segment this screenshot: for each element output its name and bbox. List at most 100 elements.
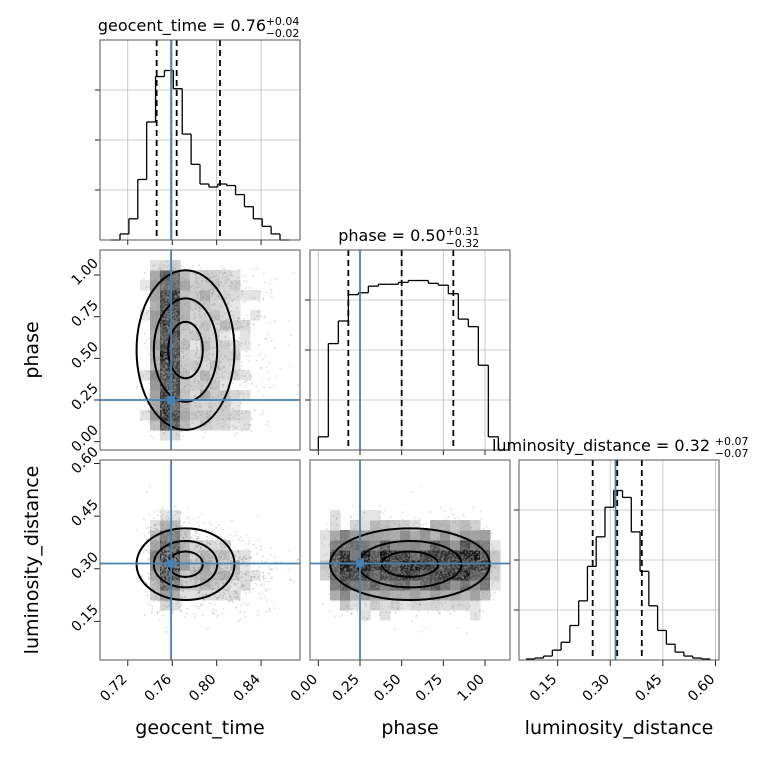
sample-point [168, 535, 170, 538]
sample-point [198, 549, 201, 552]
sample-point [165, 355, 168, 358]
sample-point [182, 537, 185, 539]
sample-point [173, 557, 176, 560]
sample-point [175, 519, 177, 522]
sample-point [166, 553, 169, 556]
sample-point [172, 416, 175, 419]
sample-point [157, 296, 160, 299]
sample-point [176, 337, 178, 340]
sample-point [145, 313, 148, 316]
sample-point [161, 584, 164, 586]
sample-point [159, 567, 162, 570]
sample-point [185, 560, 188, 563]
sample-point [156, 543, 159, 546]
sample-point [215, 371, 218, 373]
sample-point [174, 376, 177, 379]
sample-point [176, 318, 179, 321]
sample-point [175, 555, 177, 558]
sample-point [164, 362, 167, 364]
density-cell [240, 410, 251, 421]
sample-point [167, 418, 170, 421]
sample-point [164, 408, 167, 410]
sample-point [216, 281, 219, 284]
sample-point [149, 344, 152, 347]
sample-point [173, 422, 176, 425]
density-cell [200, 590, 211, 601]
sample-point [172, 310, 174, 313]
sample-point [172, 536, 175, 538]
sample-point [159, 327, 161, 330]
sample-point [158, 537, 161, 539]
sample-point [167, 287, 170, 290]
sample-point [174, 309, 177, 312]
sample-point [223, 268, 226, 271]
sample-point [163, 356, 166, 359]
sample-point [179, 565, 182, 568]
density-cell [220, 310, 231, 321]
sample-point [165, 312, 168, 315]
sample-point [178, 301, 181, 304]
sample-point [250, 557, 253, 559]
density-cell [150, 410, 161, 421]
sample-point [156, 288, 159, 291]
sample-point [174, 412, 177, 415]
sample-point [150, 354, 153, 356]
sample-point [172, 314, 175, 316]
sample-point [242, 556, 245, 559]
density-cell [150, 390, 161, 401]
sample-point [158, 409, 160, 412]
sample-point [171, 588, 174, 591]
sample-point [194, 582, 196, 585]
sample-point [160, 400, 163, 403]
sample-point [215, 581, 218, 584]
sample-point [175, 572, 178, 574]
sample-point [204, 554, 207, 557]
sample-point [211, 291, 214, 294]
sample-point [156, 346, 159, 349]
sample-point [153, 273, 156, 276]
sample-point [204, 576, 207, 579]
sample-point [162, 523, 164, 526]
sample-point [154, 326, 157, 329]
sample-point [174, 268, 177, 271]
sample-point [194, 570, 197, 573]
density-cell [160, 410, 171, 421]
sample-point [240, 325, 243, 328]
density-cell [150, 280, 161, 291]
sample-point [177, 276, 180, 279]
sample-point [201, 378, 204, 381]
sample-point [223, 557, 226, 559]
sample-point [165, 413, 168, 416]
sample-point [226, 279, 229, 281]
sample-point [157, 306, 160, 309]
sample-point [168, 416, 170, 419]
sample-point [158, 560, 161, 562]
sample-point [158, 619, 161, 622]
sample-point [242, 301, 245, 304]
sample-point [168, 585, 170, 588]
sample-point [172, 543, 174, 546]
sample-point [182, 276, 185, 279]
sample-point [292, 271, 295, 274]
sample-point [235, 584, 238, 586]
sample-point [210, 587, 213, 590]
sample-point [173, 351, 176, 353]
sample-point [167, 537, 170, 540]
sample-point [160, 366, 163, 369]
sample-point [182, 544, 184, 547]
sample-point [179, 565, 182, 568]
sample-point [160, 515, 163, 518]
sample-point [159, 307, 161, 310]
density-cell [230, 320, 241, 331]
sample-point [195, 336, 198, 339]
sample-point [238, 337, 241, 339]
sample-point [174, 342, 177, 344]
sample-point [229, 585, 232, 588]
sample-point [153, 317, 156, 320]
sample-point [164, 566, 166, 568]
sample-point [177, 328, 180, 331]
sample-point [227, 344, 230, 347]
sample-point [163, 557, 166, 559]
sample-point [158, 295, 161, 298]
sample-point [163, 552, 166, 555]
